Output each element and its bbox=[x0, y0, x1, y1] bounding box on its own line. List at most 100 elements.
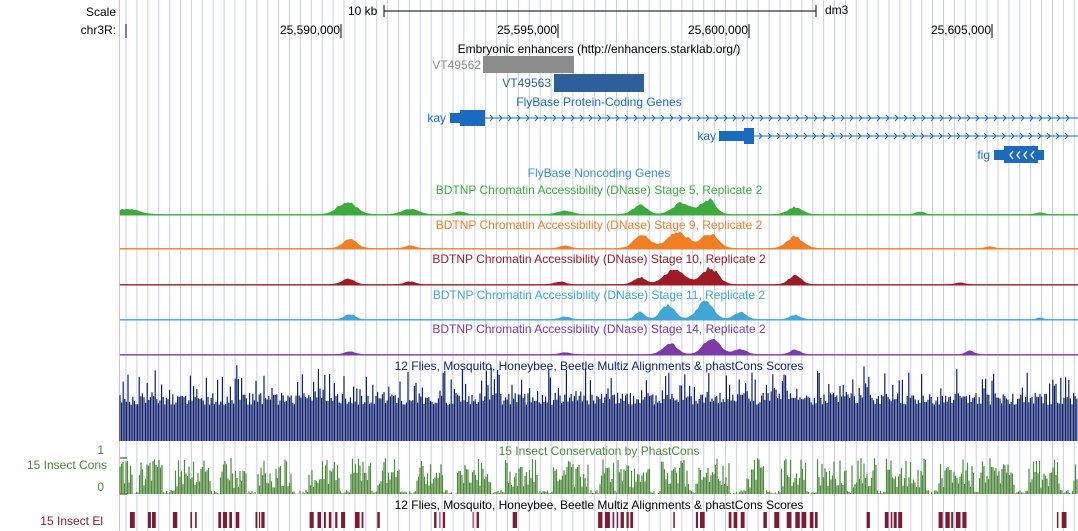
strand-arrow bbox=[1001, 132, 1006, 140]
track-title-enhancers[interactable]: Embryonic enhancers (http://enhancers.st… bbox=[457, 42, 741, 56]
strand-arrow bbox=[651, 114, 656, 122]
strand-arrow bbox=[776, 132, 781, 140]
strand-arrow bbox=[965, 132, 970, 140]
strand-arrow bbox=[1056, 114, 1061, 122]
cons-element bbox=[361, 512, 364, 528]
strand-arrow bbox=[795, 114, 800, 122]
strand-arrow bbox=[1023, 150, 1028, 160]
gene-utr bbox=[719, 131, 744, 141]
strand-arrow bbox=[894, 114, 899, 122]
gene-label[interactable]: fig bbox=[977, 148, 990, 162]
cons-element bbox=[801, 512, 807, 528]
cons-element bbox=[328, 512, 332, 528]
strand-arrow bbox=[1002, 114, 1007, 122]
strand-arrow bbox=[633, 114, 638, 122]
ruler-tick-label: 25,605,000 bbox=[930, 23, 991, 37]
strand-arrow bbox=[948, 114, 953, 122]
strand-arrow bbox=[974, 132, 979, 140]
strand-arrow bbox=[992, 132, 997, 140]
cons-element bbox=[190, 512, 193, 528]
strand-arrow bbox=[1037, 132, 1042, 140]
strand-arrow bbox=[588, 114, 593, 122]
cons-element bbox=[616, 512, 619, 528]
enhancer-label[interactable]: VT49562 bbox=[432, 58, 481, 72]
cons-element bbox=[335, 512, 338, 528]
cons-element bbox=[195, 512, 197, 528]
cons-element bbox=[434, 512, 437, 528]
scale-label: Scale bbox=[85, 5, 116, 19]
strand-arrow bbox=[813, 114, 818, 122]
strand-arrow bbox=[1009, 150, 1014, 160]
gene-label[interactable]: kay bbox=[427, 111, 446, 125]
dnase-signal bbox=[119, 231, 1078, 250]
strand-arrow bbox=[705, 114, 710, 122]
strand-arrow bbox=[597, 114, 602, 122]
strand-arrow bbox=[911, 132, 916, 140]
strand-arrow bbox=[606, 114, 611, 122]
cons-element bbox=[604, 512, 610, 528]
strand-arrow bbox=[561, 114, 566, 122]
track-title-noncoding[interactable]: FlyBase Noncoding Genes bbox=[527, 166, 671, 180]
cons-element bbox=[898, 512, 903, 528]
side-label-elements[interactable]: 15 Insect El bbox=[40, 514, 103, 528]
side-label-cons[interactable]: 15 Insect Cons bbox=[26, 458, 107, 472]
strand-arrow bbox=[893, 132, 898, 140]
strand-arrow bbox=[786, 114, 791, 122]
cons-element bbox=[673, 512, 675, 528]
track-title-multiz[interactable]: 12 Flies, Mosquito, Honeybee, Beetle Mul… bbox=[394, 359, 804, 373]
cons-element bbox=[147, 512, 151, 528]
cons-element bbox=[695, 512, 698, 528]
strand-arrow bbox=[1028, 132, 1033, 140]
strand-arrow bbox=[866, 132, 871, 140]
strand-arrow bbox=[848, 132, 853, 140]
strand-arrow bbox=[1011, 114, 1016, 122]
strand-arrow bbox=[920, 132, 925, 140]
strand-arrow bbox=[669, 114, 674, 122]
strand-arrow bbox=[525, 114, 530, 122]
cons-element bbox=[893, 512, 897, 528]
track-title-dnase-stage14[interactable]: BDTNP Chromatin Accessibility (DNase) St… bbox=[432, 322, 766, 336]
cons-element bbox=[324, 512, 326, 528]
cons-element bbox=[938, 512, 943, 528]
strand-arrow bbox=[1064, 132, 1069, 140]
strand-arrow bbox=[984, 114, 989, 122]
track-title-genes[interactable]: FlyBase Protein-Coding Genes bbox=[516, 95, 682, 109]
strand-arrow bbox=[785, 132, 790, 140]
enhancer-label[interactable]: VT49563 bbox=[502, 76, 551, 90]
gene-label[interactable]: kay bbox=[697, 129, 716, 143]
strand-arrow bbox=[1029, 114, 1034, 122]
track-title-dnase-stage11[interactable]: BDTNP Chromatin Accessibility (DNase) St… bbox=[432, 288, 766, 302]
strand-arrow bbox=[857, 132, 862, 140]
strand-arrow bbox=[1020, 114, 1025, 122]
track-title-dnase-stage9[interactable]: BDTNP Chromatin Accessibility (DNase) St… bbox=[435, 218, 763, 232]
enhancer-block bbox=[554, 74, 644, 92]
ruler-tick-label: 25,600,000 bbox=[687, 23, 748, 37]
track-title-elements[interactable]: 12 Flies, Mosquito, Honeybee, Beetle Mul… bbox=[394, 498, 804, 512]
strand-arrow bbox=[750, 114, 755, 122]
cons-element bbox=[626, 512, 629, 528]
ruler-tick-label: 25,590,000 bbox=[279, 23, 340, 37]
cons-element bbox=[261, 512, 265, 528]
strand-arrow bbox=[1019, 132, 1024, 140]
cons-element bbox=[620, 512, 624, 528]
track-title-dnase-stage5[interactable]: BDTNP Chromatin Accessibility (DNase) St… bbox=[435, 183, 763, 197]
strand-arrow bbox=[714, 114, 719, 122]
strand-arrow bbox=[1047, 114, 1052, 122]
strand-arrow bbox=[543, 114, 548, 122]
cons-element bbox=[309, 512, 314, 528]
cons-element bbox=[317, 512, 321, 528]
track-title-cons[interactable]: 15 Insect Conservation by PhastCons bbox=[498, 444, 700, 458]
dnase-signal bbox=[119, 198, 1078, 216]
cons-ymin-label: 0 bbox=[97, 480, 104, 494]
strand-arrow bbox=[1010, 132, 1015, 140]
cons-element bbox=[945, 512, 950, 528]
track-title-dnase-stage10[interactable]: BDTNP Chromatin Accessibility (DNase) St… bbox=[432, 252, 766, 266]
strand-arrow bbox=[615, 114, 620, 122]
strand-arrow bbox=[678, 114, 683, 122]
cons-element bbox=[763, 512, 767, 528]
strand-arrow bbox=[696, 114, 701, 122]
strand-arrow bbox=[804, 114, 809, 122]
strand-arrow bbox=[507, 114, 512, 122]
cons-element bbox=[786, 512, 792, 528]
